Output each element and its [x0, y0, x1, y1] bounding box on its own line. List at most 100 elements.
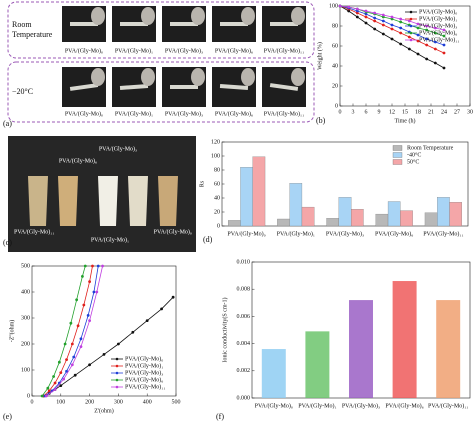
x-tick-label: 30: [467, 109, 473, 115]
x-tick-label: 100: [56, 399, 65, 405]
legend-label: PVA/(Gly-Mo)₃: [125, 369, 163, 376]
legend-label: Room Temperature: [407, 145, 454, 151]
clip-sample: [128, 176, 148, 226]
point: [364, 21, 368, 25]
y-tick-label: 80: [332, 23, 338, 29]
hand: [141, 68, 155, 86]
point: [59, 371, 63, 374]
legend-label: PVA/(Gly-Mo)₁: [125, 362, 163, 369]
bar: [240, 167, 253, 227]
x-tick-label: 0: [31, 399, 34, 405]
y-tick-label: 0.004: [237, 341, 251, 347]
point: [425, 57, 429, 61]
point: [79, 337, 83, 341]
series-line: [43, 265, 93, 397]
bar: [449, 202, 462, 227]
point: [338, 4, 342, 8]
point: [79, 345, 83, 348]
legend-label: PVA/(Gly-Mo)₁: [419, 15, 457, 22]
point: [442, 66, 446, 70]
x-tick-label: 27: [454, 109, 460, 115]
point: [381, 19, 385, 23]
point: [399, 17, 403, 21]
x-tick-label: 500: [172, 399, 181, 405]
hand: [91, 68, 105, 86]
hand: [291, 68, 305, 86]
point: [160, 307, 164, 311]
y-tick-label: 500: [21, 263, 30, 269]
bar: [338, 197, 352, 227]
panel-letter: (b): [316, 116, 326, 125]
point: [390, 37, 394, 41]
legend-marker: [115, 371, 119, 375]
point: [45, 394, 48, 398]
sample: [70, 22, 98, 26]
point: [145, 319, 149, 322]
point: [53, 388, 57, 391]
photo-caption: PVA/(Gly-Mo)₀: [65, 47, 103, 54]
photo-caption: PVA/(Gly-Mo)₆: [215, 47, 253, 54]
x-tick-label: PVA/(Gly-Mo)₁₁: [428, 402, 468, 409]
x-tick-label: PVA/(Gly-Mo)₃: [326, 230, 364, 237]
point: [69, 321, 73, 325]
photo-label: PVA/(Gly-Mo)₆: [59, 157, 97, 164]
point: [72, 355, 76, 359]
point: [416, 26, 420, 30]
row-label: −20°C: [12, 87, 33, 96]
bar: [349, 300, 373, 398]
sample: [170, 22, 198, 26]
clip-sample: [28, 176, 48, 226]
sample: [270, 22, 298, 26]
point: [70, 342, 74, 346]
hand: [191, 7, 205, 25]
point: [442, 28, 446, 32]
point: [88, 280, 91, 283]
point: [373, 27, 377, 31]
photo-label: PVA/(Gly-Mo)₀: [154, 228, 192, 235]
sample: [69, 83, 99, 91]
panel-letter: (a): [3, 119, 12, 128]
photo-caption: PVA/(Gly-Mo)₁: [115, 47, 153, 54]
point: [390, 27, 394, 31]
panel-letter: (c): [3, 238, 12, 247]
point: [355, 9, 359, 13]
point: [364, 12, 368, 16]
point: [433, 47, 437, 51]
point: [433, 26, 437, 30]
point: [101, 264, 104, 268]
point: [63, 342, 67, 346]
legend-marker: [115, 385, 119, 389]
hand: [141, 7, 155, 25]
point: [47, 389, 51, 393]
x-tick-label: 24: [441, 109, 447, 115]
point: [399, 26, 403, 30]
y-tick-label: 0.008: [237, 287, 251, 293]
point: [425, 37, 429, 41]
row-label: Room: [12, 20, 32, 29]
sample: [119, 84, 149, 90]
point: [59, 384, 63, 387]
point: [425, 43, 429, 47]
y-axis-title: Ionic conductivity(S cm-1): [221, 298, 228, 363]
photo-caption: PVA/(Gly-Mo)₀: [65, 110, 103, 117]
point: [40, 394, 44, 398]
y-axis-title: Rs: [199, 180, 205, 187]
x-tick-label: 0: [339, 109, 342, 115]
point: [364, 9, 368, 13]
point: [117, 342, 120, 346]
y-tick-label: 200: [21, 341, 30, 347]
panel-letter: (e): [3, 412, 12, 421]
legend-label: 50°C: [407, 158, 419, 165]
point: [81, 275, 84, 278]
point: [442, 34, 446, 38]
x-tick-label: 18: [415, 109, 421, 115]
point: [390, 23, 394, 27]
photo-label: PVA/(Gly-Mo)₁₁: [14, 228, 54, 235]
photo-label: PVA/(Gly-Mo)₃: [99, 145, 137, 152]
x-axis-title: Z'(ohm): [94, 407, 113, 414]
x-tick-label: PVA/(Gly-Mo)₁: [298, 402, 336, 409]
bar: [436, 300, 461, 398]
point: [433, 40, 437, 44]
